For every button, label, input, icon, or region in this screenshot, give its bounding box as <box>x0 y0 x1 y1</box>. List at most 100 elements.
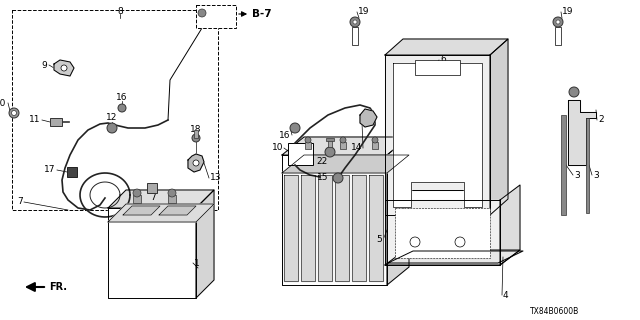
Polygon shape <box>387 137 409 285</box>
Polygon shape <box>335 175 349 281</box>
Bar <box>415 60 460 75</box>
Polygon shape <box>385 39 508 55</box>
Text: FR.: FR. <box>49 282 67 292</box>
Circle shape <box>372 137 378 143</box>
Polygon shape <box>360 109 377 127</box>
Text: 16: 16 <box>116 92 128 101</box>
Polygon shape <box>108 204 214 222</box>
Polygon shape <box>108 190 214 208</box>
Circle shape <box>455 237 465 247</box>
Bar <box>395 208 490 258</box>
Polygon shape <box>123 206 160 215</box>
Circle shape <box>12 110 17 116</box>
Circle shape <box>340 137 346 143</box>
Circle shape <box>410 237 420 247</box>
Text: 18: 18 <box>190 125 202 134</box>
Circle shape <box>553 17 563 27</box>
Text: 5: 5 <box>376 236 382 244</box>
Circle shape <box>198 9 206 17</box>
Polygon shape <box>284 175 298 281</box>
Text: 9: 9 <box>41 60 47 69</box>
Bar <box>305 142 311 149</box>
Bar <box>586 118 589 213</box>
Circle shape <box>305 137 311 143</box>
Circle shape <box>192 134 200 142</box>
Circle shape <box>556 20 560 24</box>
Text: 3: 3 <box>593 171 599 180</box>
Circle shape <box>333 173 343 183</box>
Circle shape <box>9 108 19 118</box>
Text: TX84B0600B: TX84B0600B <box>530 308 579 316</box>
Circle shape <box>569 87 579 97</box>
Polygon shape <box>54 60 74 76</box>
Text: 11: 11 <box>29 116 40 124</box>
Text: 6: 6 <box>440 55 445 65</box>
Bar <box>352 27 358 45</box>
Polygon shape <box>282 137 409 155</box>
Polygon shape <box>159 206 196 215</box>
Polygon shape <box>385 200 500 265</box>
Text: 13: 13 <box>210 173 221 182</box>
Polygon shape <box>490 39 508 215</box>
Bar <box>147 183 157 193</box>
Bar <box>133 195 141 203</box>
Bar <box>194 130 198 138</box>
Polygon shape <box>282 155 409 173</box>
Circle shape <box>325 147 335 157</box>
Text: 10: 10 <box>271 143 283 153</box>
Bar <box>372 142 378 149</box>
Polygon shape <box>352 175 366 281</box>
Bar <box>50 118 62 126</box>
Polygon shape <box>385 250 520 265</box>
Bar <box>561 115 566 215</box>
Polygon shape <box>108 208 196 298</box>
Polygon shape <box>385 55 490 215</box>
Polygon shape <box>301 175 315 281</box>
Bar <box>555 27 561 45</box>
Polygon shape <box>393 63 482 207</box>
Text: 2: 2 <box>598 116 604 124</box>
Bar <box>328 140 332 147</box>
Bar <box>326 138 334 141</box>
Bar <box>288 143 313 165</box>
Text: 7: 7 <box>150 194 156 203</box>
Circle shape <box>133 189 141 197</box>
Polygon shape <box>369 175 383 281</box>
Circle shape <box>168 189 176 197</box>
Text: 8: 8 <box>117 7 123 17</box>
Bar <box>196 5 236 28</box>
Circle shape <box>61 65 67 71</box>
Circle shape <box>107 123 117 133</box>
Text: 1: 1 <box>194 259 200 268</box>
Text: 15: 15 <box>317 173 328 182</box>
Polygon shape <box>568 100 596 165</box>
Circle shape <box>118 104 126 112</box>
Text: 21: 21 <box>400 211 412 220</box>
Text: 22: 22 <box>317 157 328 166</box>
Circle shape <box>193 160 199 166</box>
Text: 14: 14 <box>351 143 362 153</box>
Bar <box>67 167 77 177</box>
Text: B-7: B-7 <box>252 9 271 19</box>
Text: 7: 7 <box>17 197 23 206</box>
Text: 19: 19 <box>562 7 573 17</box>
Bar <box>340 142 346 149</box>
Circle shape <box>353 20 357 24</box>
Polygon shape <box>500 185 520 265</box>
Text: 4: 4 <box>503 291 509 300</box>
Text: 16: 16 <box>278 131 290 140</box>
Text: 19: 19 <box>358 7 369 17</box>
Text: 3: 3 <box>574 171 580 180</box>
Polygon shape <box>388 251 523 263</box>
Bar <box>168 195 176 203</box>
Text: 20: 20 <box>0 99 6 108</box>
Polygon shape <box>196 190 214 298</box>
Polygon shape <box>188 154 204 172</box>
Text: 17: 17 <box>44 165 55 174</box>
Text: 12: 12 <box>106 114 118 123</box>
Circle shape <box>350 17 360 27</box>
Polygon shape <box>282 155 387 285</box>
Bar <box>12 10 218 210</box>
Circle shape <box>290 123 300 133</box>
Polygon shape <box>318 175 332 281</box>
